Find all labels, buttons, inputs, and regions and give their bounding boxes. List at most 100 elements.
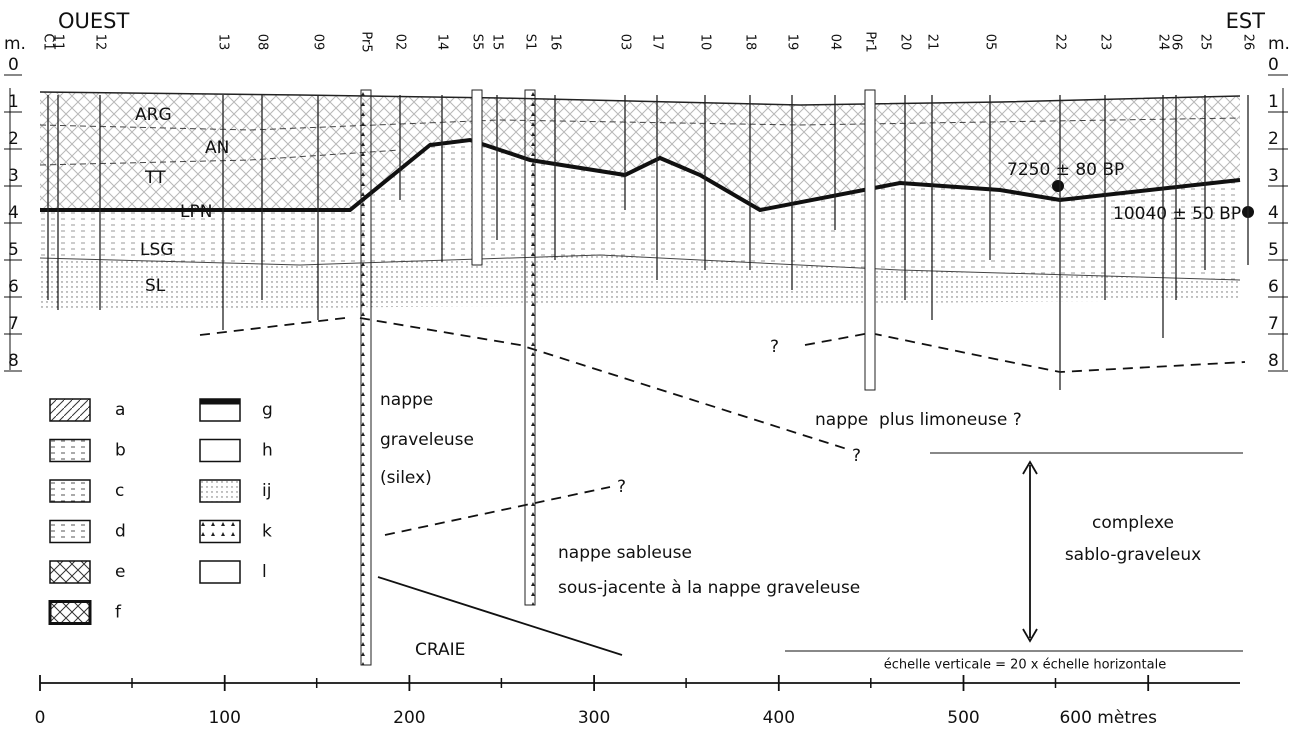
annotation: nappe (380, 390, 433, 410)
depth-label: 6 (1268, 277, 1279, 297)
borehole-label: 18 (743, 34, 758, 51)
depth-label: 2 (1268, 129, 1279, 149)
legend-swatch (199, 438, 241, 463)
depth-label: 5 (1268, 240, 1279, 260)
scale-label: 400 (763, 708, 795, 728)
question: ? (770, 337, 779, 357)
borehole-label: 11 (51, 34, 66, 51)
legend-label: l (262, 562, 267, 582)
unit-label: m. (1268, 34, 1290, 54)
borehole-label: 04 (828, 34, 843, 51)
interpretation-lines (9, 88, 1284, 684)
legend-swatch (199, 519, 241, 544)
scale-label: 600 mètres (1059, 708, 1157, 728)
scale-label: 0 (35, 708, 46, 728)
annotation: graveleuse (380, 430, 474, 450)
layer-boundary (39, 254, 1241, 281)
borehole-label: C1 (41, 33, 56, 50)
legend-swatch (49, 438, 91, 463)
depth-label: 3 (8, 166, 19, 186)
annotation: (silex) (380, 468, 432, 488)
middle-layers (40, 140, 1240, 280)
unit-label: m. (4, 34, 26, 54)
date-label: 7250 ± 80 BP (1007, 160, 1124, 180)
legend-label: g (262, 400, 273, 420)
legend-label: h (262, 441, 273, 461)
legend-swatch (49, 479, 91, 503)
dashed-line (359, 317, 851, 451)
core (524, 89, 536, 606)
layer-label: SL (145, 276, 166, 296)
borehole-label: 25 (1198, 34, 1213, 51)
layer-label: AN (205, 138, 229, 158)
borehole-label: 19 (785, 34, 800, 51)
legend-label: k (262, 522, 272, 542)
borehole-label: 02 (393, 34, 408, 51)
borehole-label: Pr1 (863, 31, 878, 52)
borehole-label: 16 (548, 34, 563, 51)
borehole-label: S1 (523, 34, 538, 51)
core (864, 89, 876, 391)
date-label: 10040 ± 50 BP (1113, 204, 1241, 224)
question: ? (852, 446, 861, 466)
lower-layers (40, 255, 1240, 310)
borehole-label: 26 (1241, 34, 1256, 51)
borehole-label: 03 (618, 34, 633, 51)
depth-label: 2 (8, 129, 19, 149)
legend-swatch (48, 600, 92, 625)
depth-label: 4 (1268, 203, 1279, 223)
annotation: nappe plus limoneuse ? (815, 410, 1022, 430)
date-point (1052, 180, 1064, 192)
annotation: complexe (1092, 513, 1174, 533)
borehole-label: 05 (983, 34, 998, 51)
borehole-label: 14 (435, 34, 450, 51)
layer-label: ARG (135, 105, 172, 125)
layer-label: LSG (140, 240, 173, 260)
depth-label: 0 (8, 55, 19, 75)
borehole-label: 15 (490, 34, 505, 51)
layer-boundary (39, 149, 401, 166)
legend-label: f (115, 603, 122, 623)
depth-label: 0 (1268, 55, 1279, 75)
depth-label: 8 (1268, 351, 1279, 371)
dashed-line (199, 317, 346, 336)
depth-label: 4 (8, 203, 19, 223)
legend-label: ij (262, 481, 271, 501)
legend-swatch (49, 398, 91, 422)
ground-surface (39, 91, 1241, 106)
borehole-label: 13 (216, 34, 231, 51)
legend-swatch (199, 479, 241, 503)
dashed-line (384, 486, 611, 536)
layer-label: LPN (180, 202, 212, 222)
legend-label: a (115, 400, 125, 420)
legend-swatch (49, 560, 91, 584)
west-label: OUEST (58, 9, 129, 33)
borehole-label: 22 (1053, 34, 1068, 51)
borehole-label: 17 (650, 34, 665, 51)
double-arrow (1022, 460, 1038, 643)
core (360, 89, 372, 666)
scale-label: 300 (578, 708, 610, 728)
legend-swatch (199, 560, 241, 584)
borehole-label: 12 (93, 34, 108, 51)
legend-label: d (115, 522, 126, 542)
question: ? (617, 477, 626, 497)
annotation: CRAIE (415, 640, 465, 660)
legend-swatch (49, 519, 91, 544)
scale-note: échelle verticale = 20 x échelle horizon… (884, 658, 1166, 673)
annotation: sablo-graveleux (1065, 545, 1201, 565)
scale-label: 200 (393, 708, 425, 728)
borehole-label: S5 (470, 34, 485, 51)
core (471, 89, 483, 266)
depth-label: 6 (8, 277, 19, 297)
borehole-label: 23 (1098, 34, 1113, 51)
east-label: EST (1226, 9, 1266, 33)
scale-label: 100 (208, 708, 240, 728)
legend-label: b (115, 441, 126, 461)
depth-label: 1 (1268, 92, 1279, 112)
depth-label: 1 (8, 92, 19, 112)
chalk-line (377, 576, 623, 656)
paleosurface (40, 137, 1241, 213)
depth-label: 3 (1268, 166, 1279, 186)
